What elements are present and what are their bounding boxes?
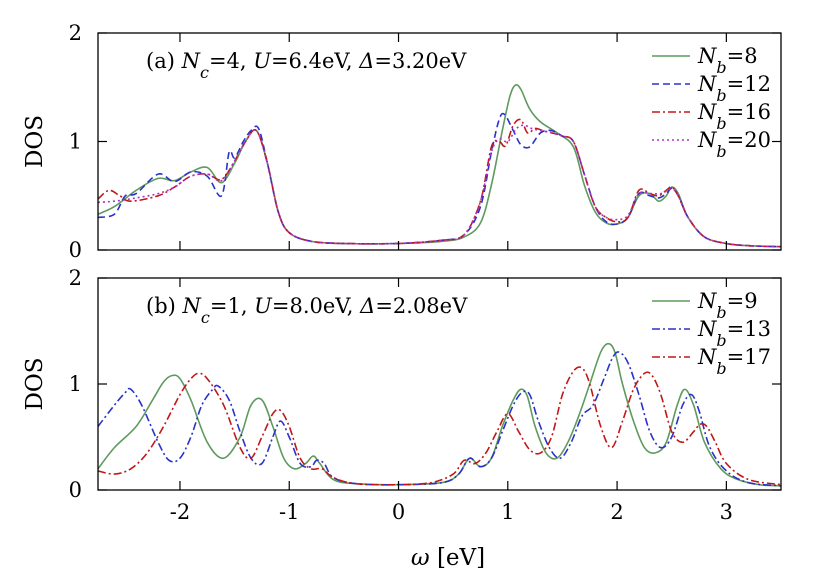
x-axis-label: ω [eV] — [411, 545, 485, 571]
series-line-nb-8 — [98, 83, 781, 248]
annotation-part: =2.08eV — [375, 294, 468, 318]
x-axis-symbol: ω — [411, 545, 430, 571]
y-axis-label: DOS — [22, 357, 48, 410]
series-group — [98, 83, 781, 248]
series-line-nb-12 — [98, 112, 781, 248]
y-axis-label: DOS — [22, 115, 48, 168]
series-line-nb-16 — [98, 118, 781, 248]
x-tick-label: 1 — [501, 500, 514, 524]
legend-label: Nb=9 — [697, 289, 758, 322]
series-line-nb-13 — [98, 351, 781, 487]
annotation-part: Δ — [359, 294, 375, 318]
y-tick-label: 0 — [69, 238, 82, 262]
annotation-part: =8.0eV, — [272, 294, 360, 318]
panel-annotation: (a) Nc=4, U=6.4eV, Δ=3.20eV — [146, 49, 467, 82]
annotation-part: =3.20eV — [374, 49, 467, 73]
annotation-part: (b) — [146, 294, 183, 318]
legend-label: Nb=8 — [697, 44, 758, 77]
x-tick-label: 3 — [720, 500, 733, 524]
x-tick-label: 0 — [392, 500, 405, 524]
y-tick-label: 2 — [69, 21, 82, 45]
series-line-nb-17 — [98, 366, 781, 486]
legend-label: Nb=20 — [697, 128, 771, 161]
legend-label: Nb=13 — [697, 317, 771, 350]
x-axis-unit: [eV] — [430, 545, 485, 571]
x-tick-label: -2 — [170, 500, 190, 524]
legend-label: Nb=16 — [697, 100, 771, 133]
panel-annotation: (b) Nc=1, U=8.0eV, Δ=2.08eV — [146, 294, 468, 327]
annotation-part: U — [253, 49, 272, 73]
y-tick-label: 1 — [69, 372, 82, 396]
series-line-nb-20 — [98, 124, 781, 248]
legend-label: Nb=12 — [697, 72, 771, 105]
annotation-part: =4, — [209, 49, 253, 73]
annotation-part: =6.4eV, — [271, 49, 359, 73]
panel-b: -2 -1 0 1 2 3 0 1 2 DOS (b) Nc=1, U=8.0eV, Δ=2.08e… — [22, 266, 782, 524]
y-tick-label: 1 — [69, 130, 82, 154]
y-tick-label: 0 — [69, 478, 82, 502]
annotation-part: =1, — [210, 294, 254, 318]
series-group — [98, 342, 781, 487]
annotation-part: (a) — [146, 49, 182, 73]
series-line-nb-9 — [98, 342, 781, 487]
annotation-part: U — [254, 294, 273, 318]
x-tick-label: -1 — [279, 500, 299, 524]
annotation-part: c — [201, 308, 210, 327]
y-tick-label: 2 — [69, 266, 82, 290]
annotation-part: N — [181, 49, 201, 73]
legend-label: Nb=17 — [697, 345, 771, 378]
annotation-part: c — [200, 63, 209, 82]
annotation-part: N — [182, 294, 202, 318]
annotation-part: Δ — [358, 49, 374, 73]
x-tick-label: 2 — [610, 500, 623, 524]
